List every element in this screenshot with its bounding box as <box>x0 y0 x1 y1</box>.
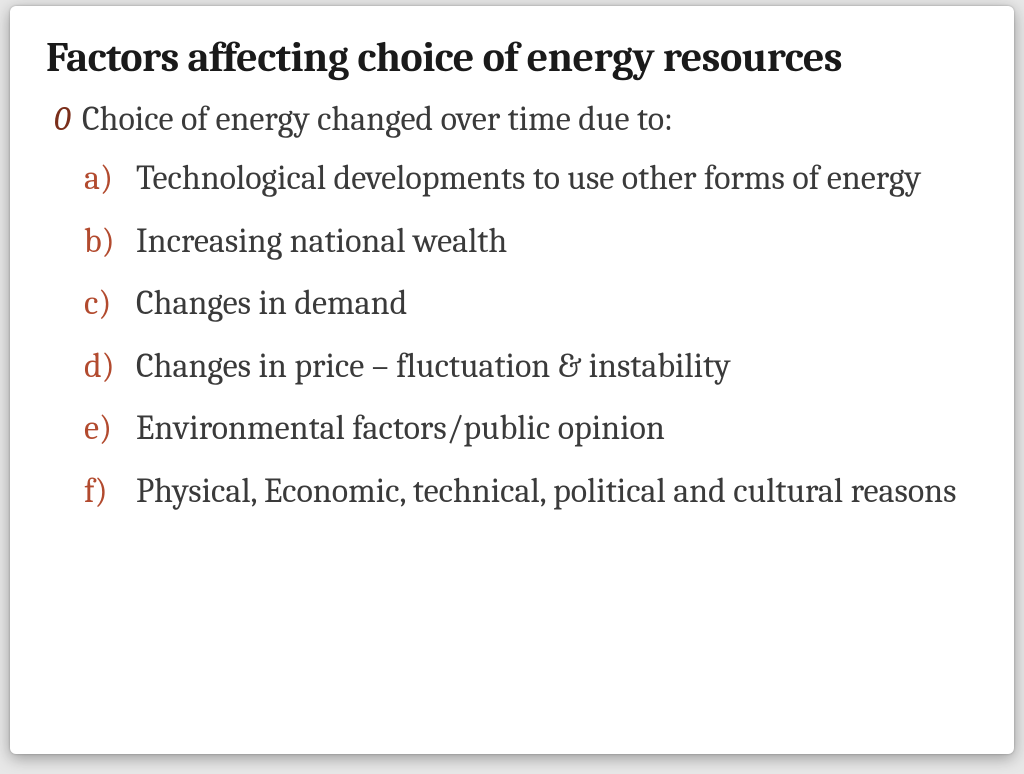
list-text: Changes in price – fluctuation & instabi… <box>136 346 731 386</box>
list-item: a) Technological developments to use oth… <box>84 157 978 200</box>
factors-list: a) Technological developments to use oth… <box>46 157 978 512</box>
list-item: c) Changes in demand <box>84 282 978 325</box>
intro-bullet: 0 <box>54 100 76 139</box>
list-text: Environmental factors/public opinion <box>136 408 665 448</box>
list-item: f) Physical, Economic, technical, politi… <box>84 470 978 513</box>
list-marker: b) <box>84 220 128 263</box>
list-marker: a) <box>84 157 128 200</box>
list-text: Technological developments to use other … <box>136 158 921 198</box>
intro-line: 0Choice of energy changed over time due … <box>54 100 978 139</box>
list-text: Physical, Economic, technical, political… <box>136 471 956 511</box>
list-text: Increasing national wealth <box>136 221 507 261</box>
list-item: e) Environmental factors/public opinion <box>84 407 978 450</box>
slide-title: Factors affecting choice of energy resou… <box>46 34 978 82</box>
list-marker: e) <box>84 407 128 450</box>
list-marker: c) <box>84 282 128 325</box>
list-item: d) Changes in price – fluctuation & inst… <box>84 345 978 388</box>
intro-text: Choice of energy changed over time due t… <box>82 99 673 139</box>
list-marker: f) <box>84 470 128 513</box>
list-item: b) Increasing national wealth <box>84 220 978 263</box>
list-text: Changes in demand <box>136 283 407 323</box>
list-marker: d) <box>84 345 128 388</box>
slide: Factors affecting choice of energy resou… <box>10 6 1014 754</box>
